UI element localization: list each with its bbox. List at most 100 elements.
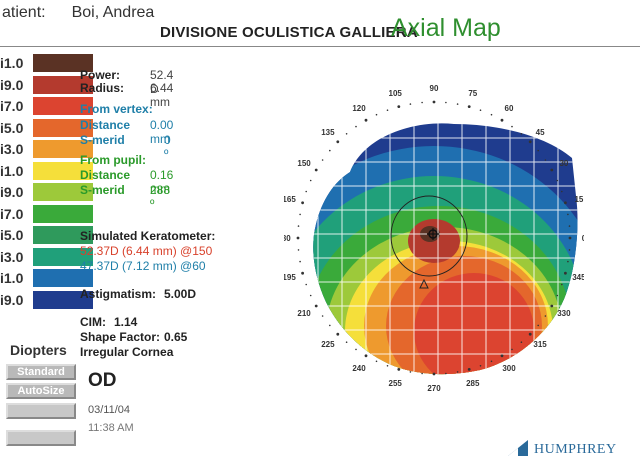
angle-tick bbox=[564, 201, 567, 205]
pupil-outline bbox=[390, 195, 468, 277]
scale-level-swatch bbox=[33, 204, 93, 223]
scale-level-swatch bbox=[33, 269, 93, 287]
patient-name: Boi, Andrea bbox=[71, 4, 155, 21]
angle-label: 225 bbox=[321, 340, 335, 349]
simk-flat-value: 47.37D (7.12 mm) @60 bbox=[80, 259, 206, 273]
angle-label: 270 bbox=[427, 384, 441, 393]
scale-level-swatch bbox=[33, 140, 93, 158]
angle-label: 315 bbox=[533, 340, 547, 349]
humphrey-logo-mark bbox=[508, 440, 528, 456]
angle-tick bbox=[568, 249, 571, 251]
angle-tick bbox=[467, 368, 471, 371]
simk-steep-value: 52.37D (6.44 mm) @150 bbox=[80, 244, 213, 258]
angle-tick bbox=[556, 294, 559, 297]
scale-level-label: i5.0 bbox=[0, 119, 24, 136]
angle-tick bbox=[336, 332, 340, 336]
angle-tick bbox=[432, 372, 436, 376]
angle-tick bbox=[456, 371, 459, 373]
scale-level: i9.0 bbox=[0, 74, 96, 96]
angle-label: 45 bbox=[536, 128, 545, 137]
scale-level-swatch bbox=[33, 97, 93, 115]
scale-level-swatch bbox=[33, 247, 93, 266]
angle-tick bbox=[345, 133, 348, 135]
angle-tick bbox=[479, 109, 482, 111]
pupil-smerid-label: S-merid bbox=[80, 183, 125, 197]
option-button-4[interactable] bbox=[6, 430, 76, 446]
scale-level: i5.0 bbox=[0, 117, 96, 139]
scale-level-label: i9.0 bbox=[0, 291, 24, 308]
angle-tick bbox=[364, 354, 368, 358]
angle-tick bbox=[386, 109, 389, 111]
angle-tick bbox=[537, 324, 539, 327]
angle-label: 255 bbox=[389, 379, 403, 388]
from-pupil-heading: From pupil: bbox=[80, 153, 146, 167]
angle-ring: 0 15 30 45 60 75 90 105 120 135 150 165 180 195 210 225… bbox=[284, 84, 584, 393]
pupil-center-marker bbox=[419, 278, 429, 289]
angle-tick bbox=[296, 236, 300, 240]
scale-level-label: i5.0 bbox=[0, 227, 24, 243]
angle-label: 300 bbox=[502, 364, 516, 373]
angle-tick bbox=[456, 103, 459, 105]
axial-topography-map: 0 15 30 45 60 75 90 105 120 135 150 165 180 195 210 225… bbox=[284, 84, 584, 393]
angle-label: 150 bbox=[297, 159, 311, 168]
eye-label: OD bbox=[88, 370, 117, 391]
vertex-smerid-value: 0 º bbox=[164, 133, 171, 161]
radius-label: Radius: bbox=[80, 81, 125, 95]
exam-date: 03/11/04 bbox=[88, 404, 131, 416]
angle-tick bbox=[329, 324, 331, 327]
cim-value: 1.14 bbox=[114, 315, 138, 329]
pupil-distance-label: Distance bbox=[80, 168, 131, 182]
angle-label: 180 bbox=[284, 234, 291, 243]
shape-factor-label: Shape Factor: bbox=[80, 330, 161, 344]
scale-level: i9.0 bbox=[0, 289, 96, 311]
cim-label: CIM: bbox=[80, 315, 106, 329]
option-button-3[interactable] bbox=[6, 403, 76, 419]
scale-level: i3.0 bbox=[0, 246, 96, 268]
angle-tick bbox=[309, 294, 312, 297]
scale-level-label: i1.0 bbox=[0, 55, 24, 71]
angle-tick bbox=[314, 304, 318, 308]
angle-tick bbox=[544, 315, 547, 317]
scale-level-swatch bbox=[33, 118, 93, 137]
angle-tick bbox=[421, 372, 423, 375]
angle-tick bbox=[564, 271, 567, 275]
angle-label: 0 bbox=[582, 234, 584, 243]
brand-name: HUMPHREY bbox=[534, 442, 617, 457]
power-value: 52.4 D bbox=[150, 68, 174, 96]
scale-level-label: i9.0 bbox=[0, 184, 24, 200]
standard-button[interactable]: Standard bbox=[6, 364, 76, 380]
astigmatism-value: 5.00D bbox=[164, 287, 197, 301]
angle-tick bbox=[364, 118, 368, 122]
angle-tick bbox=[321, 315, 324, 317]
angle-tick bbox=[309, 179, 312, 182]
angle-tick bbox=[301, 271, 304, 275]
scale-level: i1.0 bbox=[0, 267, 96, 289]
angle-tick bbox=[567, 213, 569, 216]
power-label: Power: bbox=[80, 68, 121, 82]
angle-tick bbox=[490, 360, 493, 363]
scale-level-label: i7.0 bbox=[0, 205, 24, 222]
patient-label-text: atient: bbox=[2, 4, 46, 21]
scale-unit-label: Diopters bbox=[10, 342, 67, 358]
angle-tick bbox=[375, 113, 378, 116]
angle-tick bbox=[520, 133, 523, 135]
autosize-button[interactable]: AutoSize bbox=[6, 383, 76, 399]
angle-tick bbox=[561, 283, 563, 286]
scale-level-label: i3.0 bbox=[0, 141, 24, 157]
angle-tick bbox=[329, 149, 331, 152]
angle-tick bbox=[301, 201, 304, 205]
angle-tick bbox=[490, 113, 493, 116]
angle-tick bbox=[297, 225, 300, 227]
angle-label: 165 bbox=[284, 195, 296, 204]
angle-label: 345 bbox=[572, 273, 584, 282]
astigmatism-label: Astigmatism: bbox=[80, 287, 157, 301]
scale-level: i7.0 bbox=[0, 95, 96, 117]
angle-tick bbox=[561, 190, 563, 193]
angle-tick bbox=[336, 140, 340, 144]
angle-label: 15 bbox=[574, 195, 583, 204]
from-vertex-heading: From vertex: bbox=[80, 102, 153, 116]
angle-tick bbox=[550, 168, 554, 172]
scale-level: i5.0 bbox=[0, 224, 96, 246]
scale-level-swatch bbox=[33, 290, 93, 309]
exam-time: 11:38 AM bbox=[88, 422, 134, 434]
